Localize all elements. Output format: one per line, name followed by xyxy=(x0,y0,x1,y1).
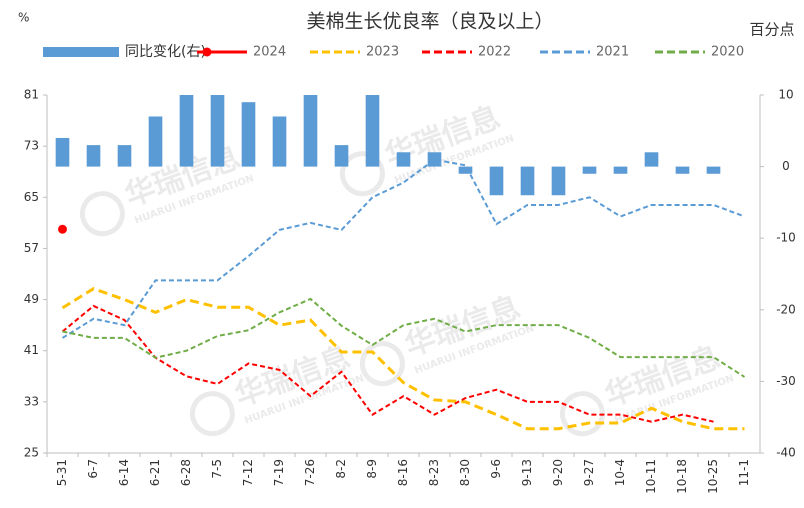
bar xyxy=(396,152,411,167)
x-tick-label: 8-16 xyxy=(396,459,410,486)
x-tick-label: 7-5 xyxy=(210,459,224,479)
x-tick-label: 10-18 xyxy=(675,459,689,494)
x-tick-label: 5-31 xyxy=(55,459,69,486)
bar xyxy=(272,116,287,167)
line xyxy=(61,304,714,423)
legend-marker xyxy=(202,47,212,57)
legend-swatch xyxy=(43,47,119,57)
y-tick-label: 25 xyxy=(24,446,39,460)
watermark-logo xyxy=(339,151,385,197)
bar xyxy=(613,166,628,174)
bar xyxy=(210,95,225,167)
y2-tick-label: 0 xyxy=(782,159,790,173)
legend-label: 2021 xyxy=(596,45,629,60)
watermark-logo xyxy=(359,341,405,387)
bar xyxy=(520,166,535,196)
bar xyxy=(644,152,659,167)
x-tick-label: 9-20 xyxy=(551,459,565,486)
legend-label: 2023 xyxy=(366,45,399,60)
bar xyxy=(179,95,194,167)
x-tick-label: 6-21 xyxy=(148,459,162,486)
bar xyxy=(458,166,473,174)
watermark-logo xyxy=(189,391,235,437)
x-tick-label: 11-1 xyxy=(737,459,751,486)
x-tick-label: 8-2 xyxy=(334,459,348,479)
bar xyxy=(365,95,380,167)
y-tick-label: 81 xyxy=(24,88,39,102)
x-tick-label: 9-13 xyxy=(520,459,534,486)
x-tick-label: 6-14 xyxy=(117,459,131,486)
x-tick-label: 10-4 xyxy=(613,459,627,486)
legend-label: 2024 xyxy=(253,45,286,60)
line xyxy=(61,287,745,431)
line xyxy=(61,158,745,339)
bar xyxy=(86,145,101,167)
y-tick-label: 73 xyxy=(24,139,39,153)
watermark-logo xyxy=(559,391,605,437)
bar xyxy=(241,102,256,167)
bar xyxy=(706,166,721,174)
y-tick-label: 49 xyxy=(24,292,39,306)
x-tick-label: 10-11 xyxy=(644,459,658,494)
x-tick-label: 7-26 xyxy=(303,459,317,486)
line xyxy=(62,297,746,378)
x-tick-label: 9-6 xyxy=(489,459,503,479)
bar xyxy=(148,116,163,167)
y2-axis-label: 百分点 xyxy=(749,21,794,39)
x-tick-label: 6-7 xyxy=(86,459,100,479)
legend-label: 2020 xyxy=(711,45,744,60)
x-tick-label: 7-12 xyxy=(241,459,255,486)
y-axis-label: % xyxy=(18,11,29,25)
chart-title: 美棉生长优良率（良及以上） xyxy=(306,11,553,33)
y2-tick-label: -10 xyxy=(776,231,796,245)
y2-tick-label: 10 xyxy=(778,88,793,102)
y2-tick-label: -30 xyxy=(776,374,796,388)
bar xyxy=(489,166,504,196)
legend-label: 2022 xyxy=(478,45,511,60)
bar xyxy=(117,145,132,167)
x-tick-label: 8-30 xyxy=(458,459,472,486)
y-tick-label: 65 xyxy=(24,190,39,204)
bar xyxy=(582,166,597,174)
y2-tick-label: -40 xyxy=(776,446,796,460)
y-tick-label: 41 xyxy=(24,343,39,357)
y-tick-label: 33 xyxy=(24,394,39,408)
point xyxy=(58,224,67,234)
bar xyxy=(675,166,690,174)
y2-tick-label: -20 xyxy=(776,302,796,316)
bar xyxy=(55,137,70,167)
x-tick-label: 8-23 xyxy=(427,459,441,486)
x-tick-label: 6-28 xyxy=(179,459,193,486)
x-tick-label: 7-19 xyxy=(272,459,286,486)
x-tick-label: 10-25 xyxy=(706,459,720,494)
bar xyxy=(334,145,349,167)
x-tick-label: 8-9 xyxy=(365,459,379,479)
watermark-logo xyxy=(79,191,125,237)
y-tick-label: 57 xyxy=(24,241,39,255)
bar xyxy=(303,95,318,167)
bar xyxy=(551,166,566,196)
legend-label: 同比变化(右) xyxy=(125,44,206,60)
x-tick-label: 9-27 xyxy=(582,459,596,486)
